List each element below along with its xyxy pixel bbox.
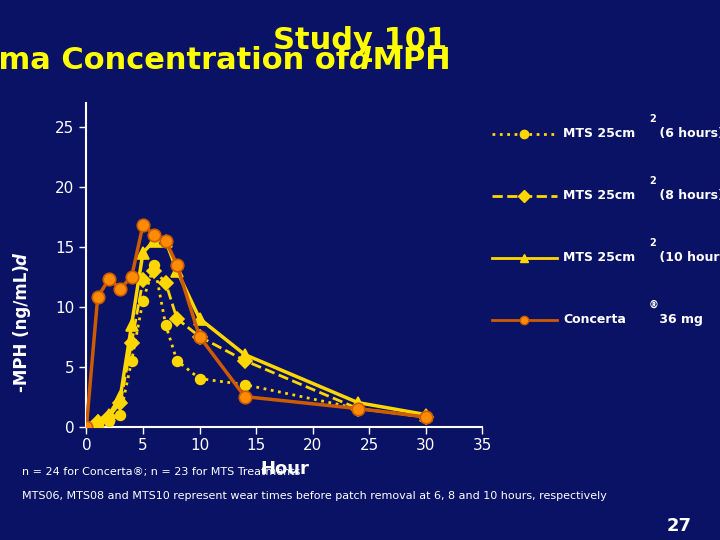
Point	[487, 130, 496, 137]
Text: 36 mg: 36 mg	[654, 313, 703, 327]
Text: MTS 25cm: MTS 25cm	[563, 127, 636, 140]
Text: Concerta: Concerta	[563, 313, 626, 327]
Point	[552, 192, 561, 199]
Point	[487, 316, 496, 323]
Text: n = 24 for Concerta®; n = 23 for MTS Treatments: n = 24 for Concerta®; n = 23 for MTS Tre…	[22, 467, 300, 477]
Text: 2: 2	[649, 238, 656, 248]
Text: 2: 2	[649, 114, 656, 124]
Text: MTS 25cm: MTS 25cm	[563, 251, 636, 265]
Text: 2: 2	[649, 176, 656, 186]
Text: Study 101: Study 101	[273, 26, 447, 55]
Text: -MPH (ng/mL): -MPH (ng/mL)	[12, 265, 30, 393]
Text: d: d	[349, 46, 371, 75]
Text: -MPH: -MPH	[360, 46, 451, 75]
Text: (6 hours): (6 hours)	[654, 127, 720, 140]
Text: MTS 25cm: MTS 25cm	[563, 189, 636, 202]
Point	[552, 255, 561, 261]
Text: (8 hours): (8 hours)	[654, 189, 720, 202]
Point	[487, 192, 496, 199]
Text: 27: 27	[666, 517, 691, 535]
Point	[552, 130, 561, 137]
Point	[552, 316, 561, 323]
X-axis label: Hour: Hour	[260, 460, 309, 478]
Text: ®: ®	[649, 300, 659, 310]
Point	[487, 255, 496, 261]
Text: Plasma Concentration of: Plasma Concentration of	[0, 46, 360, 75]
Text: (10 hours): (10 hours)	[654, 251, 720, 265]
Text: d: d	[12, 253, 30, 265]
Text: MTS06, MTS08 and MTS10 represent wear times before patch removal at 6, 8 and 10 : MTS06, MTS08 and MTS10 represent wear ti…	[22, 491, 606, 502]
